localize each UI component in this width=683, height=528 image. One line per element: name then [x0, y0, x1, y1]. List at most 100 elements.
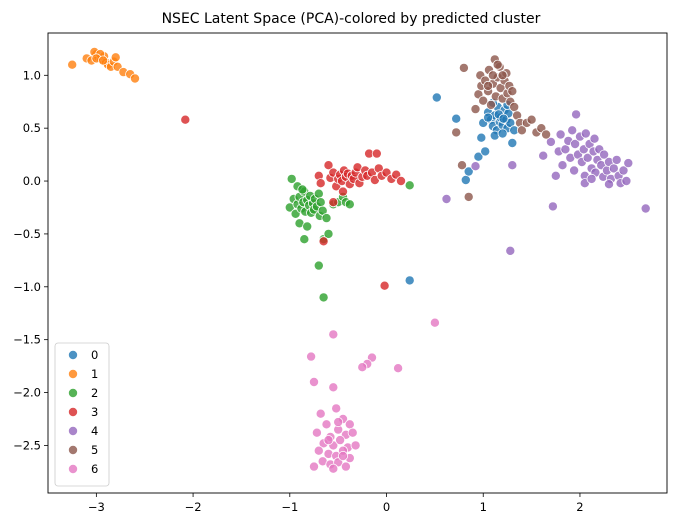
point-cluster-4	[621, 175, 632, 186]
point-cluster-2	[321, 213, 332, 224]
point-cluster-3	[180, 114, 191, 125]
series-6	[306, 317, 440, 474]
point-cluster-5	[478, 95, 489, 106]
point-cluster-2	[302, 221, 313, 232]
series-3	[180, 114, 406, 291]
legend-label-6: 6	[91, 462, 98, 476]
legend-label-5: 5	[91, 443, 98, 457]
point-cluster-6	[311, 427, 322, 438]
point-cluster-6	[323, 435, 334, 446]
point-cluster-6	[429, 317, 440, 328]
point-cluster-6	[328, 329, 339, 340]
legend-label-0: 0	[91, 348, 98, 362]
y-tick-label: 0.5	[23, 121, 41, 135]
point-cluster-6	[350, 440, 361, 451]
legend-marker-3	[68, 406, 79, 417]
point-cluster-0	[463, 166, 474, 177]
point-cluster-6	[328, 382, 339, 393]
point-cluster-3	[315, 178, 326, 189]
point-cluster-6	[331, 403, 342, 414]
point-cluster-3	[395, 175, 406, 186]
point-cluster-2	[315, 197, 326, 208]
point-cluster-4	[586, 173, 597, 184]
point-cluster-4	[582, 152, 593, 163]
point-cluster-4	[569, 165, 580, 176]
series-5	[451, 54, 552, 202]
point-cluster-4	[505, 245, 516, 256]
legend-box	[54, 342, 110, 487]
point-cluster-6	[337, 450, 348, 461]
point-cluster-4	[611, 154, 622, 165]
x-tick-label: −3	[88, 500, 105, 514]
point-cluster-5	[458, 62, 469, 73]
x-tick-label: 2	[576, 500, 583, 514]
point-cluster-5	[456, 160, 467, 171]
point-cluster-0	[473, 151, 484, 162]
legend-marker-4	[68, 425, 79, 436]
point-cluster-4	[470, 161, 481, 172]
series-1	[67, 47, 140, 84]
point-cluster-5	[509, 102, 520, 113]
point-cluster-2	[404, 180, 415, 191]
point-cluster-4	[560, 144, 571, 155]
y-tick-label: −0.5	[13, 227, 41, 241]
plot-frame	[47, 32, 668, 494]
points-layer	[67, 47, 651, 474]
point-cluster-5	[451, 127, 462, 138]
point-cluster-4	[580, 128, 591, 139]
point-cluster-4	[507, 160, 518, 171]
point-cluster-4	[571, 109, 582, 120]
point-cluster-4	[555, 129, 566, 140]
legend-label-4: 4	[91, 424, 98, 438]
point-cluster-2	[313, 260, 324, 271]
legend: 0 1 2 3 4 5 6	[54, 342, 110, 487]
point-cluster-4	[557, 160, 568, 171]
point-cluster-6	[308, 376, 319, 387]
point-cluster-5	[497, 70, 508, 81]
legend-label-2: 2	[91, 386, 98, 400]
point-cluster-0	[431, 92, 442, 103]
legend-marker-1	[68, 368, 79, 379]
point-cluster-6	[393, 363, 404, 374]
point-cluster-6	[340, 461, 351, 472]
point-cluster-3	[323, 160, 334, 171]
point-cluster-5	[487, 70, 498, 81]
point-cluster-4	[550, 170, 561, 181]
point-cluster-2	[344, 199, 355, 210]
point-cluster-3	[328, 197, 339, 208]
point-cluster-4	[589, 133, 600, 144]
x-tick-label: −1	[281, 500, 298, 514]
legend-marker-0	[68, 349, 79, 360]
point-cluster-4	[599, 149, 610, 160]
point-cluster-1	[67, 59, 78, 70]
point-cluster-4	[538, 150, 549, 161]
point-cluster-0	[497, 128, 508, 139]
point-cluster-2	[318, 292, 329, 303]
point-cluster-5	[516, 125, 527, 136]
y-tick-label: −2.0	[13, 386, 41, 400]
legend-marker-5	[68, 444, 79, 455]
point-cluster-6	[347, 427, 358, 438]
y-tick-label: 0.0	[23, 174, 41, 188]
legend-label-1: 1	[91, 367, 98, 381]
point-cluster-5	[485, 99, 496, 110]
point-cluster-0	[498, 113, 509, 124]
point-cluster-4	[441, 193, 452, 204]
point-cluster-2	[297, 184, 308, 195]
x-axis: −3 −2 −1 0 1 2	[88, 493, 584, 514]
series-2	[284, 173, 415, 303]
legend-label-3: 3	[91, 405, 98, 419]
point-cluster-4	[640, 203, 651, 214]
series-4	[441, 109, 651, 256]
point-cluster-3	[379, 280, 390, 291]
point-cluster-6	[313, 445, 324, 456]
x-tick-label: 1	[480, 500, 487, 514]
point-cluster-4	[604, 179, 615, 190]
x-tick-label: 0	[383, 500, 390, 514]
point-cluster-0	[483, 112, 494, 123]
point-cluster-6	[321, 419, 332, 430]
point-cluster-5	[470, 104, 481, 115]
legend-marker-2	[68, 387, 79, 398]
point-cluster-4	[570, 138, 581, 149]
